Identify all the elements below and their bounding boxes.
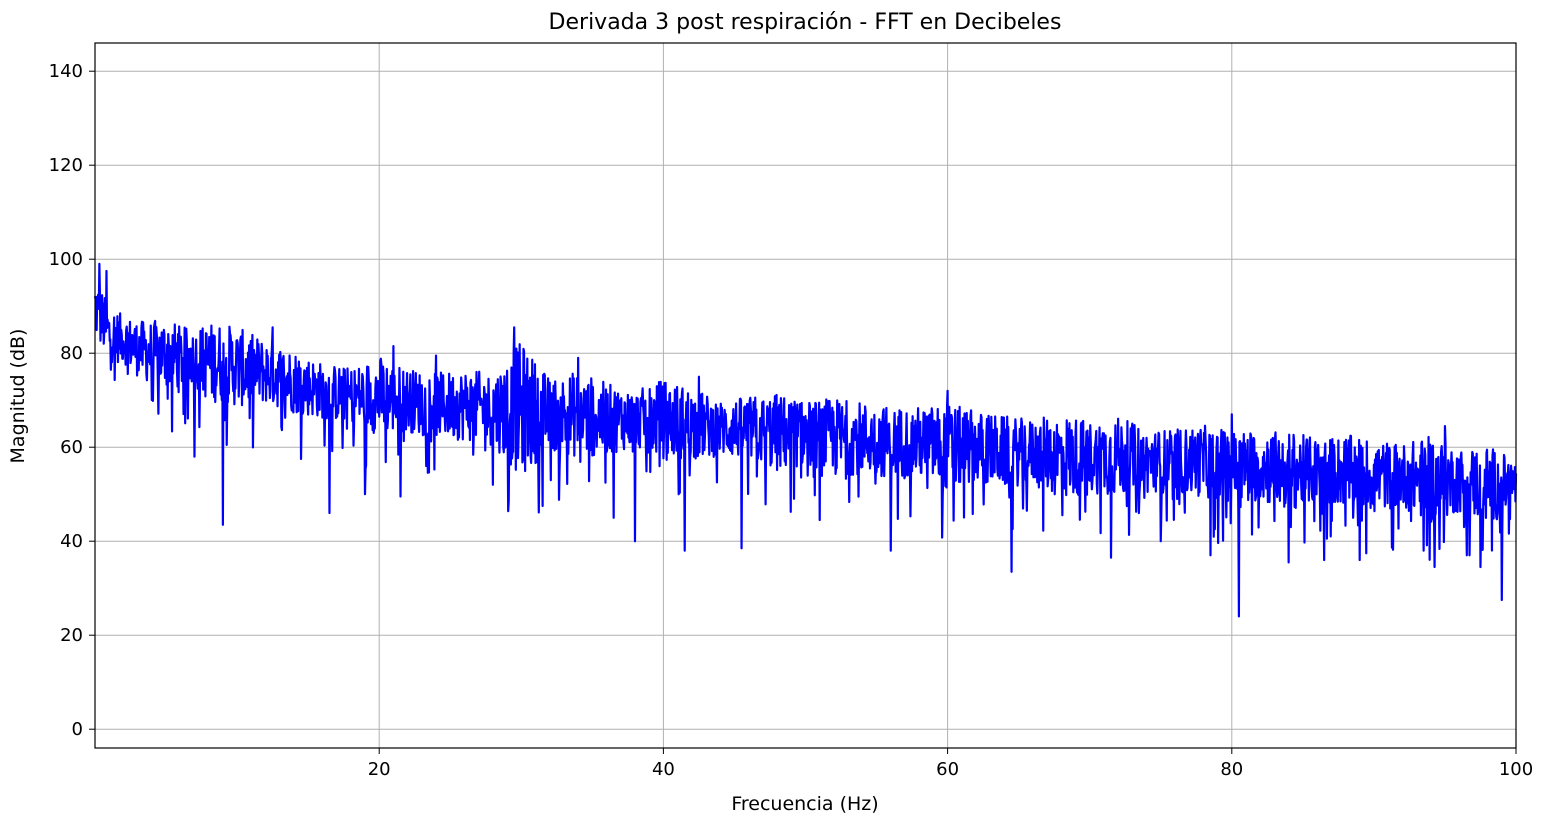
y-tick-label: 20 xyxy=(60,625,83,646)
x-tick-label: 40 xyxy=(652,759,675,780)
y-tick-label: 80 xyxy=(60,343,83,364)
fft-magnitude-line xyxy=(93,262,1518,618)
chart-title: Derivada 3 post respiración - FFT en Dec… xyxy=(549,10,1062,35)
x-tick-label: 60 xyxy=(936,759,959,780)
y-tick-label: 100 xyxy=(49,249,83,270)
y-axis-label: Magnitud (dB) xyxy=(7,329,29,464)
y-tick-label: 0 xyxy=(72,719,83,740)
data-series xyxy=(93,262,1518,618)
y-tick-label: 120 xyxy=(49,155,83,176)
x-tick-label: 80 xyxy=(1220,759,1243,780)
x-axis-label: Frecuencia (Hz) xyxy=(731,793,878,815)
x-tick-label: 20 xyxy=(368,759,391,780)
y-tick-label: 60 xyxy=(60,437,83,458)
y-tick-label: 40 xyxy=(60,531,83,552)
axis-ticks: 20 40 60 80 100 0 20 40 60 80 100 120 140 xyxy=(49,61,1534,780)
plot-frame xyxy=(94,42,1517,749)
x-tick-label: 100 xyxy=(1499,759,1533,780)
y-tick-label: 140 xyxy=(49,61,83,82)
